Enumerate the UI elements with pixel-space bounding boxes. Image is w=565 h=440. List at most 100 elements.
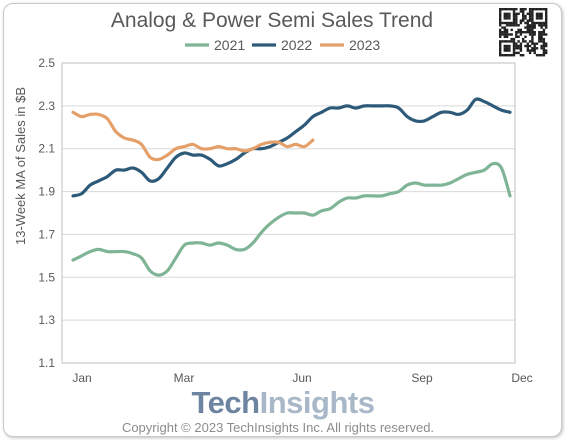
qr-cell — [538, 33, 541, 36]
qr-cell — [515, 31, 518, 34]
qr-cell — [533, 21, 536, 25]
qr-cell — [512, 21, 516, 25]
qr-cell — [540, 31, 543, 34]
qr-cell — [512, 14, 516, 18]
qr-cell — [512, 44, 516, 48]
qr-cell — [512, 51, 516, 55]
x-axis-tick-labels: Jan Mar Jun Sep Dec — [72, 371, 532, 385]
qr-cell — [524, 40, 527, 43]
qr-cell — [545, 19, 548, 22]
qr-cell — [517, 44, 520, 48]
qr-cell — [540, 8, 543, 11]
qr-cell — [540, 26, 543, 29]
qr-cell — [499, 49, 502, 52]
qr-cell — [499, 14, 502, 18]
qr-cell — [533, 49, 536, 52]
qr-cell — [508, 17, 511, 20]
qr-cell — [512, 8, 516, 11]
qr-cell — [512, 54, 516, 57]
qr-cell — [499, 31, 502, 34]
qr-cell — [512, 17, 516, 20]
qr-cell — [535, 21, 539, 25]
qr-cell — [510, 8, 513, 11]
qr-cell — [526, 21, 529, 25]
series-lines — [71, 97, 512, 277]
qr-cell — [522, 37, 525, 41]
qr-cell — [542, 40, 546, 43]
qr-cell — [510, 54, 513, 57]
qr-cell — [542, 54, 546, 57]
legend-label-2022: 2022 — [281, 37, 312, 53]
qr-cell — [515, 8, 518, 11]
line-chart: Analog & Power Semi Sales Trend 2021 2022… — [13, 7, 549, 435]
qr-cell — [503, 26, 506, 29]
qr-cell — [517, 28, 520, 32]
qr-cell — [528, 17, 532, 20]
qr-cell — [515, 51, 518, 55]
qr-cell — [505, 33, 509, 36]
qr-cell — [540, 21, 543, 25]
qr-cell — [499, 17, 502, 20]
logo-part-insights: Insights — [260, 385, 375, 420]
qr-cell — [531, 28, 534, 32]
qr-cell — [535, 47, 539, 50]
qr-cell — [545, 21, 548, 25]
qr-cell — [535, 42, 539, 45]
qr-cell — [505, 8, 509, 11]
qr-cell — [528, 28, 532, 32]
qr-cell — [524, 17, 527, 20]
qr-cell — [535, 12, 539, 15]
qr-cell — [519, 19, 523, 22]
qr-cell — [533, 31, 536, 34]
qr-cell — [538, 40, 541, 43]
qr-cell — [526, 24, 529, 27]
qr-cell — [545, 49, 548, 52]
qr-cell — [538, 8, 541, 11]
qr-cell — [517, 31, 520, 34]
qr-cell — [545, 8, 548, 11]
qr-cell — [528, 49, 532, 52]
qr-code-icon — [498, 7, 549, 58]
qr-cell — [512, 19, 516, 22]
legend-label-2023: 2023 — [349, 37, 380, 53]
qr-cell — [545, 24, 548, 27]
qr-cell — [542, 37, 546, 41]
qr-cell — [519, 49, 523, 52]
qr-cell — [533, 8, 536, 11]
qr-cell — [533, 26, 536, 29]
qr-cell — [519, 47, 523, 50]
qr-cell — [531, 47, 534, 50]
qr-cell — [503, 21, 506, 25]
qr-cell — [517, 51, 520, 55]
qr-cell — [505, 54, 509, 57]
qr-cell — [531, 10, 534, 13]
legend-label-2021: 2021 — [214, 37, 245, 53]
qr-cell — [538, 17, 541, 20]
qr-cell — [519, 31, 523, 34]
qr-cell — [505, 12, 509, 15]
qr-cell — [499, 35, 502, 38]
qr-cell — [519, 42, 523, 45]
y-axis-tick-labels: 2.5 2.3 2.1 1.9 1.7 1.5 1.3 1.1 — [38, 56, 55, 370]
qr-cell — [524, 14, 527, 18]
qr-cell — [533, 51, 536, 55]
qr-cell — [517, 47, 520, 50]
qr-cell — [522, 40, 525, 43]
qr-cell — [503, 14, 506, 18]
qr-cell — [501, 21, 504, 25]
qr-cell — [499, 21, 502, 25]
qr-cell — [501, 26, 504, 29]
qr-cell — [510, 24, 513, 27]
qr-cell — [522, 31, 525, 34]
x-tick-label: Mar — [174, 371, 195, 385]
qr-cell — [540, 12, 543, 15]
logo-wordmark: TechInsights — [192, 385, 375, 420]
qr-cell — [533, 24, 536, 27]
qr-cell — [540, 47, 543, 50]
qr-cell — [528, 19, 532, 22]
qr-cell — [510, 21, 513, 25]
qr-cell — [515, 33, 518, 36]
qr-cell — [531, 12, 534, 15]
qr-cell — [505, 47, 509, 50]
qr-cell — [499, 47, 502, 50]
